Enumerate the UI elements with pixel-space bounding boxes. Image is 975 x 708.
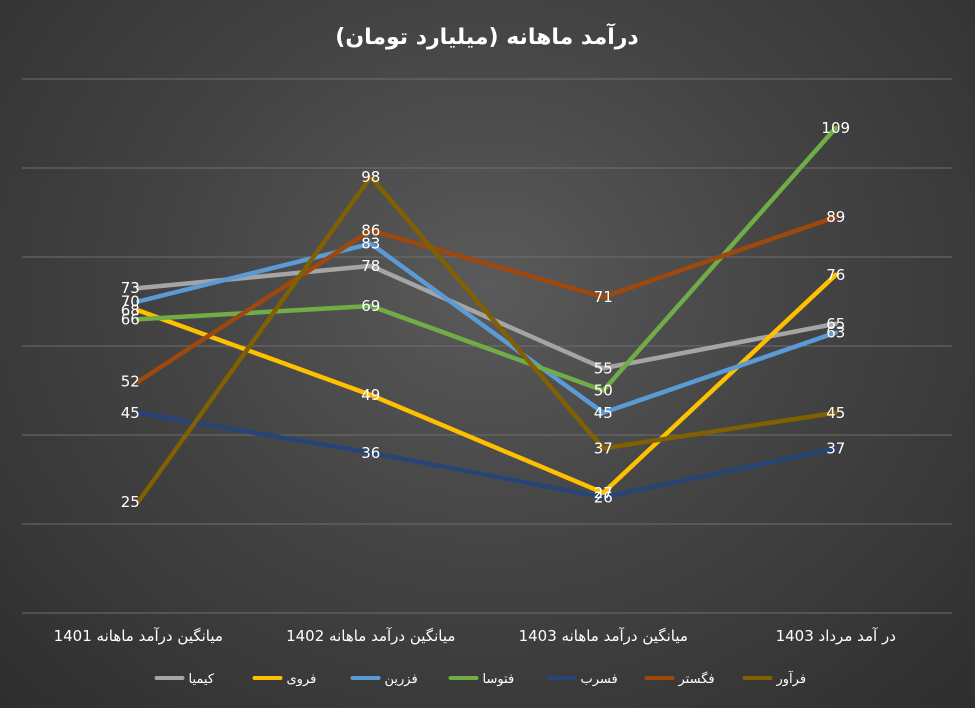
data-label: 66 — [121, 310, 140, 328]
data-label: 76 — [826, 266, 845, 284]
data-label: 55 — [594, 359, 613, 377]
data-label: 73 — [121, 279, 140, 297]
data-label: 45 — [826, 404, 845, 422]
data-label: 25 — [121, 493, 140, 511]
data-label: 68 — [121, 301, 140, 319]
x-tick-label: در آمد مرداد 1403 — [776, 627, 896, 645]
data-label: 49 — [361, 386, 380, 404]
legend-label: فتوسا — [483, 672, 515, 687]
series-line — [136, 125, 838, 393]
legend-label: فزرین — [385, 672, 418, 687]
data-label: 45 — [594, 404, 613, 422]
data-label: 109 — [821, 119, 850, 137]
data-label: 83 — [361, 235, 380, 253]
data-label: 50 — [594, 382, 613, 400]
data-label: 45 — [121, 404, 140, 422]
data-labels: 73 78 55 65 68 49 27 76 70 83 45 63 66 69 50 109 45 36 26 3… — [121, 119, 850, 511]
data-label: 86 — [361, 221, 380, 239]
legend-item: فتوسا — [448, 672, 515, 687]
legend-label: فروی — [287, 672, 317, 687]
legend-item: فگستر — [644, 671, 715, 687]
data-label: 98 — [361, 168, 380, 186]
series-line — [136, 241, 838, 415]
series-line — [136, 272, 838, 496]
data-label: 37 — [594, 439, 613, 457]
data-label: 78 — [361, 257, 380, 275]
x-tick-label: میانگین درآمد ماهانه 1402 — [286, 627, 455, 645]
data-label: 37 — [826, 439, 845, 457]
series-lines — [136, 125, 838, 504]
legend-label: فگستر — [678, 671, 715, 687]
series-line — [136, 174, 838, 504]
legend: کیمیا فروی فزرین فتوسا فسرب فگستر فرآور — [154, 670, 807, 687]
data-label: 70 — [121, 293, 140, 311]
legend-item: فرآور — [742, 670, 807, 687]
data-label: 36 — [361, 444, 380, 462]
x-tick-label: میانگین درآمد ماهانه 1403 — [519, 627, 688, 645]
x-tick-label: میانگین درآمد ماهانه 1401 — [54, 627, 223, 645]
series-line — [136, 410, 838, 500]
x-axis-tick-labels: میانگین درآمد ماهانه 1401 میانگین درآمد م… — [54, 627, 896, 645]
series-line — [136, 263, 838, 371]
gridlines — [22, 78, 952, 614]
legend-label: فسرب — [581, 672, 618, 687]
legend-label: فرآور — [776, 670, 807, 687]
data-label: 71 — [594, 288, 613, 306]
data-label: 89 — [826, 208, 845, 226]
series-line — [136, 214, 838, 384]
data-label: 26 — [594, 488, 613, 506]
data-label: 69 — [361, 297, 380, 315]
chart-title: درآمد ماهانه (میلیارد تومان) — [335, 22, 638, 50]
data-label: 65 — [826, 315, 845, 333]
data-label: 63 — [826, 324, 845, 342]
legend-item: فزرین — [350, 672, 418, 687]
legend-item: فسرب — [546, 672, 618, 687]
data-label: 52 — [121, 373, 140, 391]
legend-item: فروی — [252, 672, 317, 687]
data-label: 27 — [594, 484, 613, 502]
legend-label: کیمیا — [189, 672, 215, 687]
legend-item: کیمیا — [154, 672, 215, 687]
